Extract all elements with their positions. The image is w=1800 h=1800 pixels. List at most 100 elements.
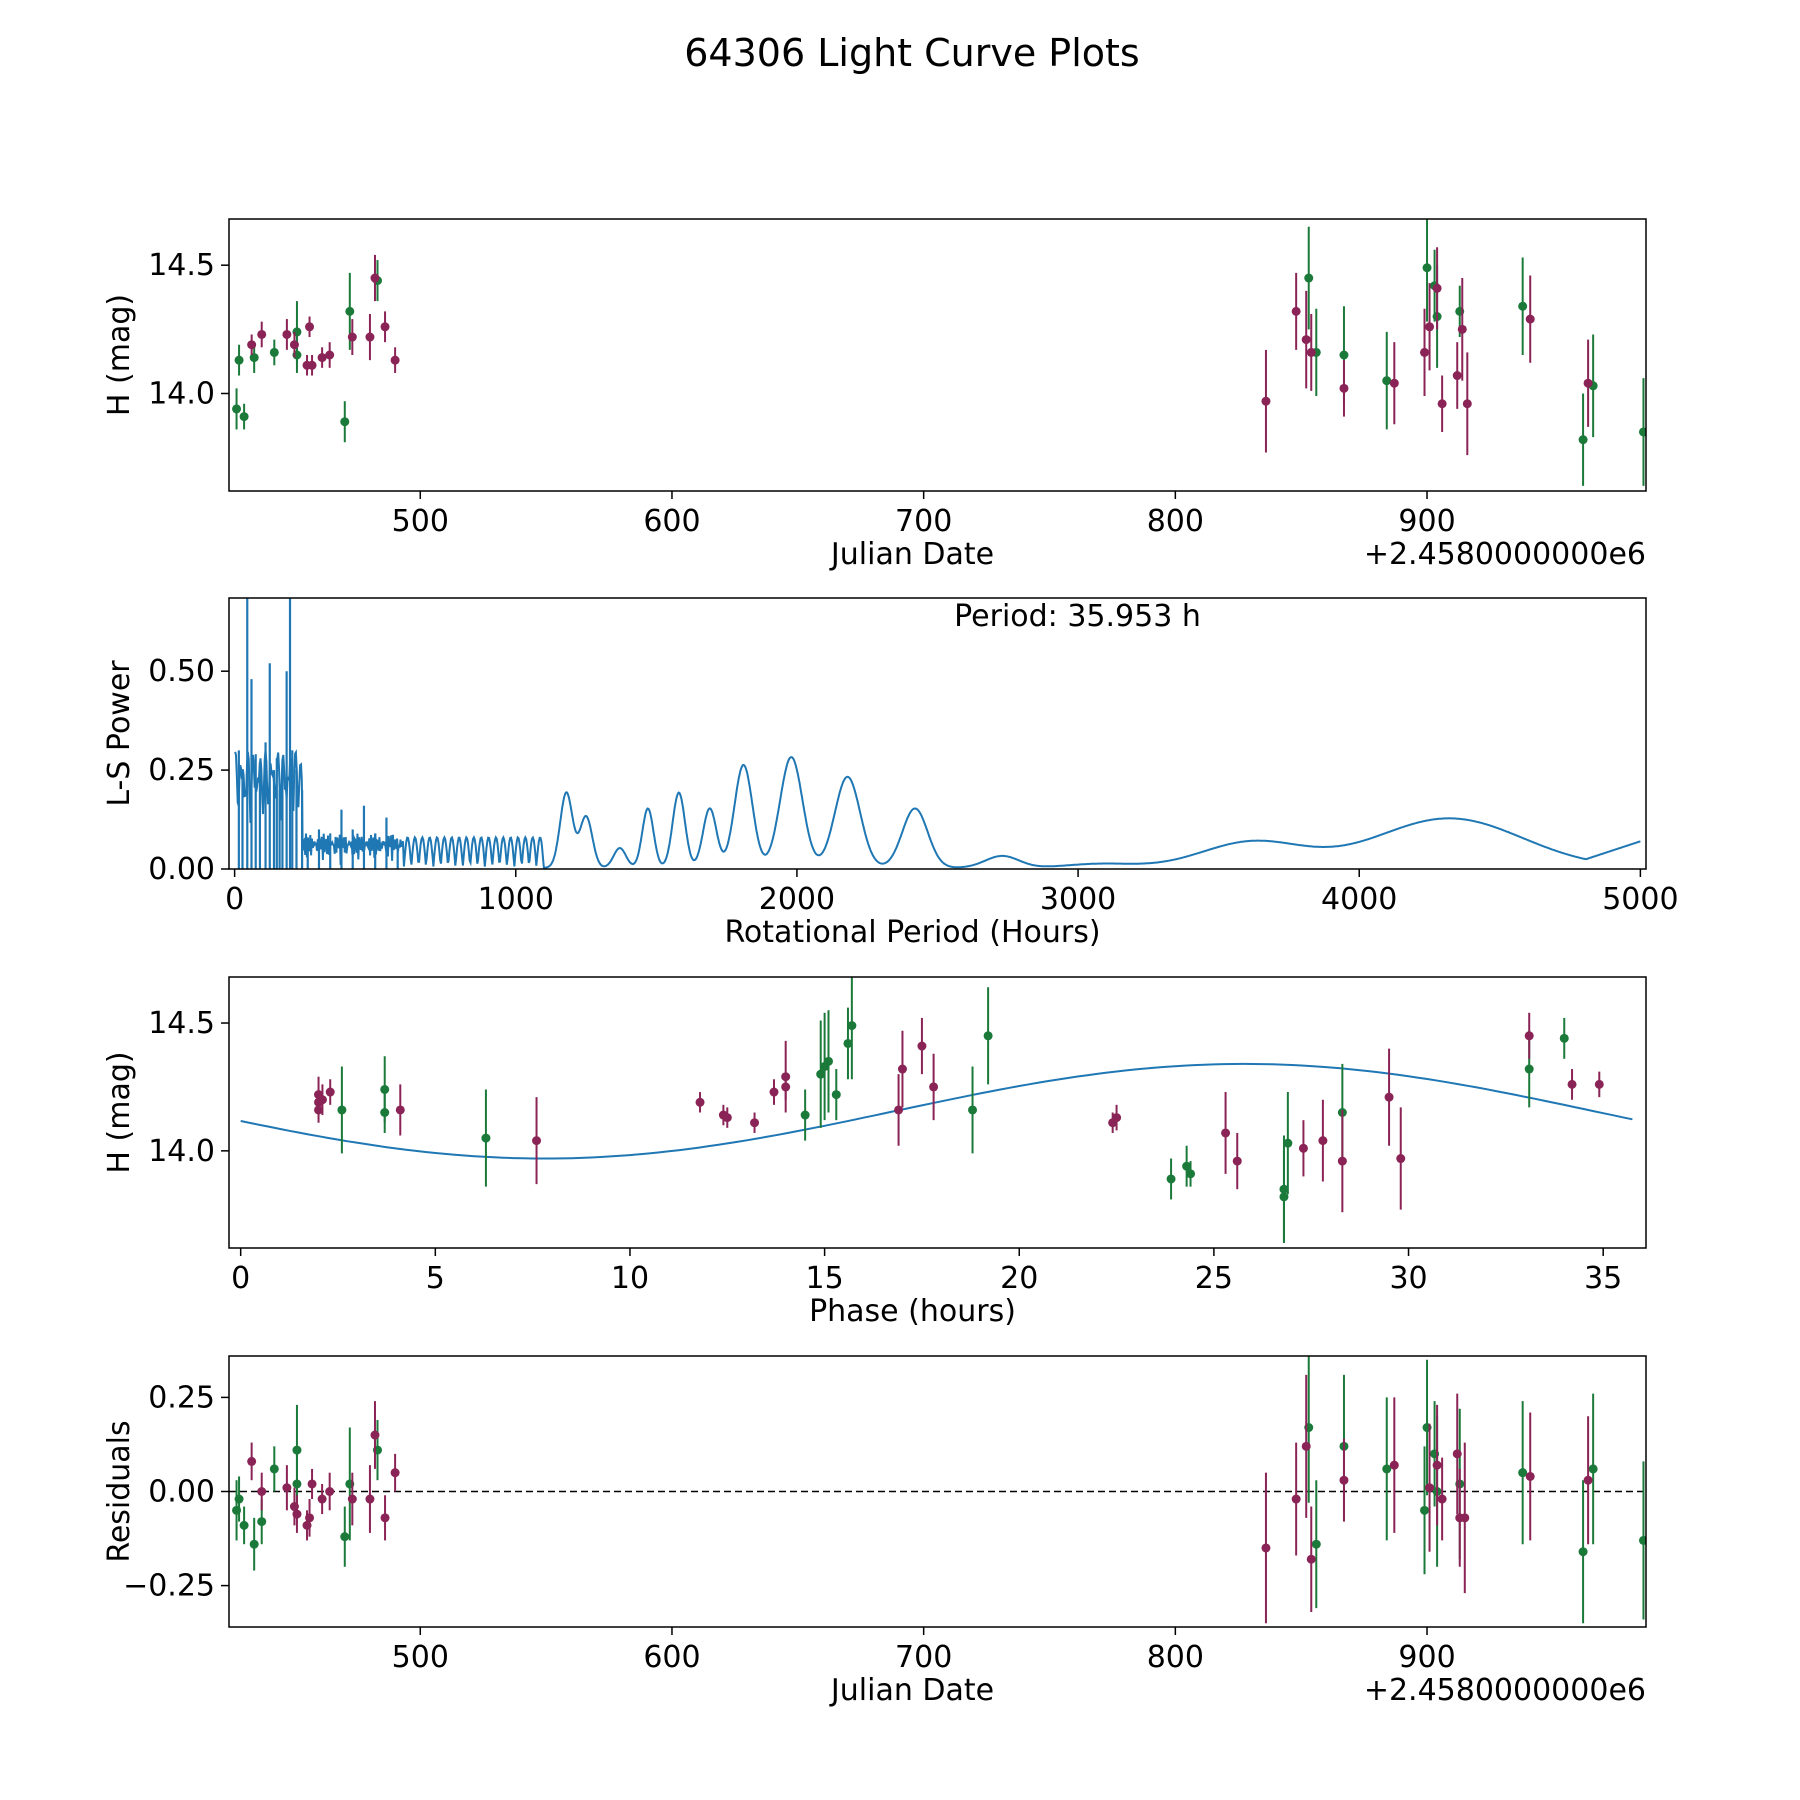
x-tick-label: 15 [806, 1261, 844, 1296]
data-point-green [1588, 1464, 1598, 1474]
data-point-purple [929, 1082, 939, 1092]
data-point-purple [917, 1041, 927, 1051]
y-tick-label: 0.25 [148, 753, 215, 788]
data-point-green [269, 1464, 279, 1474]
x-tick-label: 900 [1398, 1640, 1455, 1675]
data-point-purple [1420, 347, 1430, 357]
data-point-purple [380, 322, 390, 332]
data-point-purple [282, 329, 292, 339]
x-offset-label: +2.4580000000e6 [1364, 537, 1646, 572]
data-point-green [816, 1069, 826, 1079]
y-tick-label: 14.0 [148, 376, 215, 411]
x-tick-label: 700 [895, 1640, 952, 1675]
x-tick-label: 0 [225, 882, 244, 917]
data-point-purple [370, 273, 380, 283]
data-point-green [1422, 263, 1432, 273]
chart-folded: 0 5 10 15 20 25 30 35 14.0 14.5 Phase (hours) H (ma… [102, 976, 1647, 1329]
x-axis-label: Phase (hours) [809, 1294, 1016, 1329]
data-point-purple [370, 1430, 380, 1440]
data-point-purple [1457, 324, 1467, 334]
y-tick-label: 14.5 [148, 248, 215, 283]
data-point-purple [1425, 1483, 1435, 1493]
data-point-purple [1337, 1156, 1347, 1166]
plot-area [229, 1356, 1646, 1624]
chart-periodogram: 0 1000 2000 3000 4000 5000 0.00 0.25 0.50 Rotatio… [102, 597, 1679, 950]
data-point-purple [1384, 1092, 1394, 1102]
data-point-green [968, 1105, 978, 1115]
data-point-green [340, 1532, 350, 1542]
data-point-purple [1525, 314, 1535, 324]
data-point-green [847, 1021, 857, 1031]
data-point-green [1186, 1169, 1196, 1179]
data-point-purple [365, 1494, 375, 1504]
data-point-green [234, 355, 244, 365]
data-point-green [1182, 1161, 1192, 1171]
data-point-purple [307, 360, 317, 370]
data-point-green [1339, 350, 1349, 360]
data-point-green [843, 1038, 853, 1048]
data-point-purple [1525, 1471, 1535, 1481]
data-point-purple [1452, 371, 1462, 381]
data-point-purple [325, 1487, 335, 1496]
x-tick-label: 500 [392, 1640, 449, 1675]
data-point-purple [1232, 1156, 1242, 1166]
y-tick-label: 14.5 [148, 1006, 215, 1041]
x-tick-label: 20 [1000, 1261, 1038, 1296]
data-point-purple [282, 1483, 292, 1493]
x-tick-label: 600 [643, 504, 700, 539]
plot-area [232, 219, 1646, 486]
y-axis-label: H (mag) [102, 1051, 137, 1173]
x-tick-label: 30 [1389, 1261, 1427, 1296]
data-point-green [1578, 1547, 1588, 1557]
data-point-green [337, 1105, 347, 1115]
data-point-green [1638, 427, 1646, 437]
data-point-green [1518, 301, 1528, 311]
data-point-purple [305, 1513, 315, 1523]
data-point-green [239, 412, 249, 422]
data-point-purple [314, 1105, 324, 1115]
data-point-green [232, 404, 242, 414]
data-point-purple [1291, 1494, 1301, 1504]
data-point-purple [325, 350, 335, 360]
data-point-green [257, 1517, 267, 1527]
data-point-purple [325, 1087, 335, 1097]
data-point-purple [1460, 1513, 1470, 1523]
data-point-purple [1462, 399, 1472, 409]
data-point-purple [897, 1064, 907, 1074]
data-point-purple [1583, 1475, 1593, 1485]
data-point-purple [1301, 1441, 1311, 1451]
data-point-green [824, 1056, 833, 1066]
data-point-purple [1306, 347, 1316, 357]
x-tick-label: 3000 [1040, 882, 1116, 917]
y-axis-label: Residuals [102, 1420, 137, 1562]
data-point-green [1311, 1539, 1321, 1549]
data-point-purple [1425, 322, 1435, 332]
x-offset-label: +2.4580000000e6 [1364, 1673, 1646, 1708]
data-point-purple [695, 1097, 705, 1107]
data-point-green [239, 1520, 249, 1530]
x-tick-label: 4000 [1321, 882, 1397, 917]
data-point-purple [317, 1494, 327, 1504]
plot-area [240, 977, 1633, 1243]
data-point-green [1518, 1468, 1528, 1478]
data-point-purple [1298, 1143, 1308, 1153]
data-point-green [831, 1090, 841, 1100]
y-tick-label: 0.25 [148, 1380, 215, 1415]
x-tick-label: 5 [426, 1261, 445, 1296]
x-tick-label: 1000 [478, 882, 554, 917]
data-point-purple [1112, 1113, 1122, 1123]
data-point-purple [1437, 399, 1447, 409]
axes-frame [228, 976, 1647, 1249]
data-point-green [1420, 1505, 1430, 1515]
x-axis-label: Rotational Period (Hours) [724, 915, 1100, 950]
periodogram-line [234, 749, 1641, 869]
figure-title: 64306 Light Curve Plots [684, 31, 1139, 75]
data-point-green [1166, 1174, 1176, 1184]
data-point-green [481, 1133, 491, 1143]
data-point-purple [1221, 1128, 1231, 1138]
data-point-purple [1583, 378, 1593, 388]
x-tick-label: 800 [1147, 1640, 1204, 1675]
data-point-purple [1567, 1079, 1577, 1089]
